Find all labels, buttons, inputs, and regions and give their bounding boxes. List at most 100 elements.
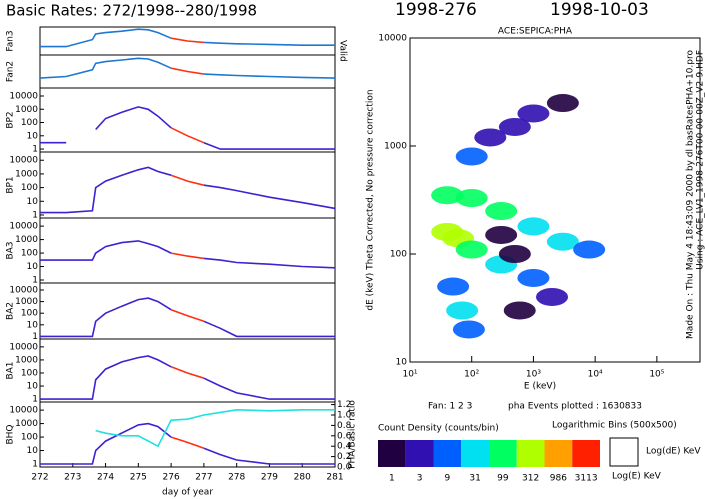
- density-cell: [485, 202, 518, 221]
- panel-frame: [39, 87, 336, 153]
- y-tick-label: 10000: [378, 34, 407, 44]
- y-axis-label: BA3: [6, 241, 16, 259]
- colorbar-label: 3113: [575, 474, 598, 484]
- density-cell: [503, 301, 536, 320]
- density-cell: [546, 94, 579, 113]
- series-line: [40, 240, 172, 261]
- y-tick-label: 100: [21, 433, 38, 443]
- y-tick-label: 1000: [15, 105, 38, 115]
- x-tick-label: 10⁵: [649, 370, 664, 380]
- axes-legend-x: Log(E) KeV: [612, 472, 662, 482]
- density-cell: [452, 320, 485, 339]
- colorbar-label: 31: [469, 474, 480, 484]
- y-tick-label: 1: [32, 276, 38, 286]
- fan-label: Fan: 1 2 3: [428, 402, 472, 412]
- y-tick-label: 10: [396, 358, 408, 368]
- density-cell: [536, 287, 569, 306]
- y-axis-label: Fan2: [6, 61, 16, 82]
- x-axis-label: E (keV): [524, 382, 556, 392]
- pha-events: pha Events plotted : 1630833: [508, 402, 642, 412]
- series-line: [95, 106, 172, 131]
- colorbar-label: 99: [497, 474, 509, 484]
- axes-legend-y: Log(dE) KeV: [646, 447, 701, 457]
- density-cell: [431, 186, 464, 205]
- series-line: [170, 366, 205, 379]
- density-cell: [485, 225, 518, 244]
- y-tick-label: 100: [21, 183, 38, 193]
- density-cell: [517, 104, 550, 123]
- y2-tick-label: 0.4: [337, 442, 352, 452]
- series-line: [39, 57, 172, 79]
- colorbar-label: 3: [417, 474, 423, 484]
- colorbar-swatch: [516, 440, 545, 467]
- x-tick-label: 274: [97, 473, 114, 483]
- y2-tick-label: 0.2: [337, 452, 351, 462]
- y-tick-label: 1: [32, 460, 38, 470]
- x-axis-label: day of year: [162, 488, 213, 498]
- density-cell: [517, 268, 550, 287]
- plot-title: ACE:SEPICA:PHA: [498, 27, 573, 37]
- panel-frame: [39, 217, 336, 284]
- series-line: [203, 184, 336, 210]
- y-tick-label: 10: [27, 197, 39, 207]
- series-line: [170, 436, 205, 449]
- x-tick-label: 277: [195, 473, 212, 483]
- colorbar-swatch: [405, 440, 434, 467]
- y2-tick-label: 0.6: [337, 431, 352, 441]
- density-cell: [455, 189, 488, 208]
- y-tick-label: 10: [27, 320, 39, 330]
- colorbar-swatch: [433, 440, 462, 467]
- colorbar-label: 1: [389, 474, 395, 484]
- y-tick-label: 10000: [9, 406, 38, 416]
- date-label: 1998-10-03: [550, 0, 649, 20]
- colorbar-label: 9: [445, 474, 451, 484]
- x-tick-label: 279: [261, 473, 278, 483]
- y-tick-label: 1: [32, 210, 38, 220]
- colorbar-label: 986: [550, 474, 567, 484]
- y-tick-label: 10: [27, 382, 39, 392]
- y-tick-label: 10000: [9, 156, 38, 166]
- x-tick-label: 278: [228, 473, 245, 483]
- colorbar-swatch: [378, 440, 406, 467]
- y-axis-label: BP1: [6, 176, 16, 193]
- colorbar-swatch: [544, 440, 573, 467]
- density-cell: [446, 301, 479, 320]
- axes-legend-box: [609, 437, 639, 467]
- density-cell: [474, 128, 507, 147]
- series-line: [203, 377, 335, 400]
- y-axis-label: BP2: [6, 111, 16, 128]
- x-tick-label: 273: [64, 473, 81, 483]
- series-line: [203, 447, 335, 465]
- series-line: [203, 320, 335, 338]
- bins-label: Logarithmic Bins (500x500): [552, 421, 677, 431]
- y-tick-label: 1: [32, 332, 38, 342]
- x-tick-label: 272: [31, 473, 48, 483]
- y-tick-label: 1: [32, 395, 38, 405]
- series-line: [40, 297, 172, 338]
- y-tick-label: 10000: [9, 285, 38, 295]
- x-tick-label: 280: [294, 473, 311, 483]
- density-cell: [437, 277, 470, 296]
- series-line: [95, 408, 335, 448]
- colorbar-label: 312: [522, 474, 539, 484]
- doy-label: 1998-276: [395, 0, 477, 20]
- panel-frame: [39, 338, 336, 403]
- series-line: [203, 141, 335, 150]
- plot-frame: [409, 37, 701, 363]
- y-tick-label: 1: [32, 145, 38, 155]
- y-tick-label: 10000: [9, 222, 38, 232]
- y-axis-label: BA2: [6, 302, 16, 320]
- colorbar-title: Count Density (counts/bin): [378, 424, 499, 434]
- y2-axis-label: PHA/Basic ratio: [348, 400, 358, 469]
- colorbar-swatch: [461, 440, 489, 467]
- y-tick-label: 100: [21, 309, 38, 319]
- y-tick-label: 100: [21, 249, 38, 259]
- made-on: Made On : Thu May 4 18:43:09 2000 by dl …: [686, 50, 696, 339]
- y-tick-label: 10: [27, 446, 39, 456]
- title: Basic Rates: 272/1998--280/1998: [6, 2, 257, 20]
- y2-tick-label: 0.8: [337, 421, 352, 431]
- series-line: [40, 166, 172, 214]
- y-tick-label: 1000: [15, 169, 38, 179]
- density-cell: [498, 245, 531, 263]
